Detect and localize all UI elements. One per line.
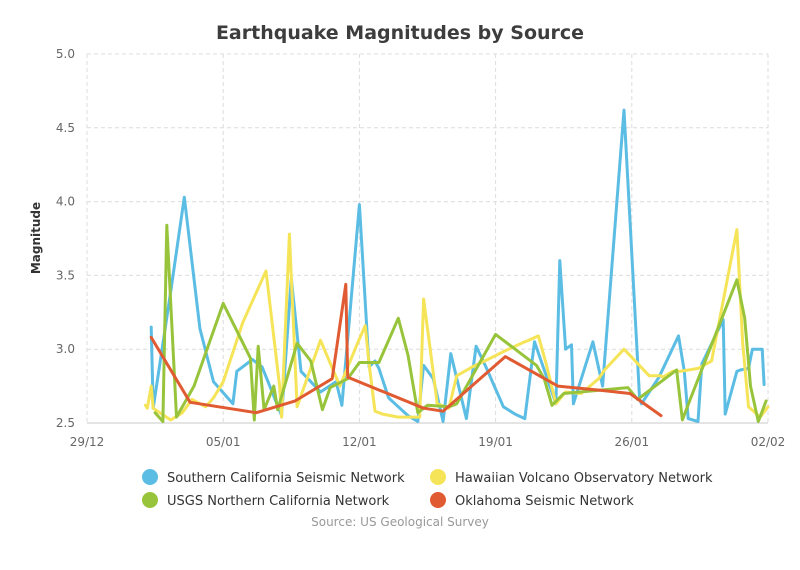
series-line-oklahoma-seismic-network[interactable]: [149, 282, 663, 418]
series-layer: [143, 108, 770, 423]
chart-title: Earthquake Magnitudes by Source: [216, 22, 584, 44]
legend: Southern California Seismic Network Hawai…: [142, 469, 713, 509]
x-tick-label: 29/12: [70, 435, 105, 449]
series-line-usgs-northern-california-network[interactable]: [153, 223, 768, 423]
y-axis-title: Magnitude: [29, 202, 43, 274]
x-tick-label: 12/01: [342, 435, 377, 449]
x-tick-label: 19/01: [478, 435, 513, 449]
legend-marker: [142, 469, 158, 485]
legend-marker: [430, 469, 446, 485]
x-tick-label: 05/01: [206, 435, 241, 449]
legend-label[interactable]: USGS Northern California Network: [167, 494, 390, 509]
legend-label[interactable]: Southern California Seismic Network: [167, 471, 405, 486]
legend-marker: [142, 492, 158, 508]
x-tick-label: 26/01: [615, 435, 650, 449]
y-tick-label: 4.5: [56, 121, 75, 135]
y-tick-label: 4.0: [56, 195, 75, 209]
y-tick-label: 3.0: [56, 342, 75, 356]
x-tick-label: 02/02: [751, 435, 786, 449]
grid-layer: [86, 53, 769, 423]
y-tick-label: 5.0: [56, 47, 75, 61]
series-line-hawaiian-volcano-observatory-network[interactable]: [143, 228, 770, 422]
y-tick-label: 3.5: [56, 268, 75, 282]
x-axis-ticks: 29/12 05/01 12/01 19/01 26/01 02/02: [70, 435, 786, 449]
y-tick-label: 2.5: [56, 416, 75, 430]
legend-label[interactable]: Oklahoma Seismic Network: [455, 494, 634, 509]
source-note: Source: US Geological Survey: [311, 515, 489, 529]
legend-label[interactable]: Hawaiian Volcano Observatory Network: [455, 471, 713, 486]
legend-marker: [430, 492, 446, 508]
y-axis-ticks: 2.5 3.0 3.5 4.0 4.5 5.0: [56, 47, 75, 430]
